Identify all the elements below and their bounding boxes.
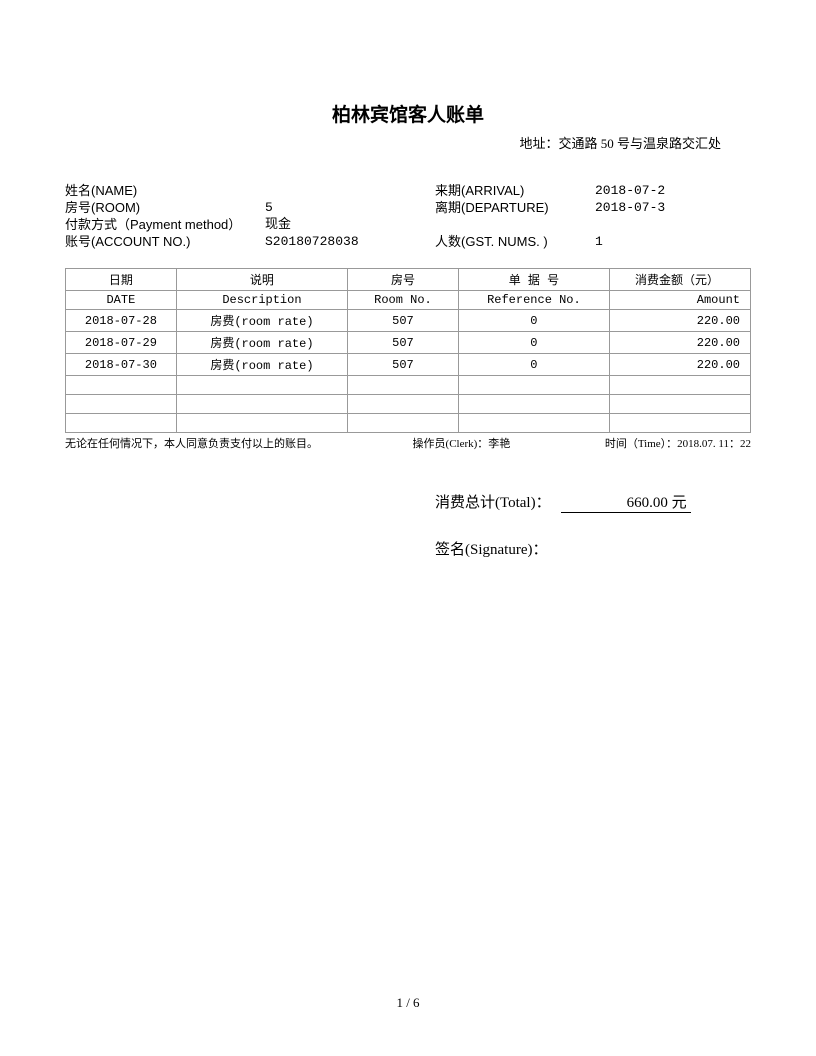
bill-table: 日期 说明 房号 单 据 号 消费金额（元） DATE Description … [65, 268, 751, 433]
cell-ref: 0 [458, 310, 609, 332]
guests-label: 人数(GST. NUMS. ) [435, 233, 595, 250]
cell-desc: 房费(room rate) [176, 332, 347, 354]
cell-room: 507 [348, 354, 459, 376]
th-room-en: Room No. [348, 291, 459, 310]
th-amt-cn: 消费金额（元） [609, 269, 750, 291]
payment-value: 现金 [265, 216, 435, 233]
table-row-empty [66, 376, 751, 395]
guest-info-block: 姓名(NAME) 来期(ARRIVAL) 2018-07-2 房号(ROOM) … [65, 182, 751, 250]
cell-amt: 220.00 [609, 354, 750, 376]
name-value [265, 182, 435, 199]
room-value: 5 [265, 199, 435, 216]
payment-label: 付款方式（Payment method） [65, 216, 265, 233]
table-row: 2018-07-29房费(room rate)5070220.00 [66, 332, 751, 354]
clerk-text: 操作员(Clerk)：李艳 [413, 435, 511, 451]
th-amt-en: Amount [609, 291, 750, 310]
th-date-en: DATE [66, 291, 177, 310]
cell-amt: 220.00 [609, 310, 750, 332]
cell-ref: 0 [458, 332, 609, 354]
empty-label [435, 216, 595, 233]
table-row: 2018-07-28房费(room rate)5070220.00 [66, 310, 751, 332]
th-desc-cn: 说明 [176, 269, 347, 291]
table-row-empty [66, 414, 751, 433]
page-number: 1 / 6 [0, 995, 816, 1011]
document-title: 柏林宾馆客人账单 [65, 100, 751, 127]
consent-text: 无论在任何情况下，本人同意负责支付以上的账目。 [65, 435, 318, 451]
total-label: 消费总计(Total)： [435, 491, 551, 512]
cell-date: 2018-07-30 [66, 354, 177, 376]
table-row: 2018-07-30房费(room rate)5070220.00 [66, 354, 751, 376]
page-container: 柏林宾馆客人账单 地址：交通路 50 号与温泉路交汇处 姓名(NAME) 来期(… [0, 0, 816, 559]
th-ref-cn: 单 据 号 [458, 269, 609, 291]
th-ref-en: Reference No. [458, 291, 609, 310]
cell-desc: 房费(room rate) [176, 310, 347, 332]
table-row-empty [66, 395, 751, 414]
time-text: 时间（Time）：2018.07. 11：22 [605, 435, 751, 451]
th-desc-en: Description [176, 291, 347, 310]
under-table-line: 无论在任何情况下，本人同意负责支付以上的账目。 操作员(Clerk)：李艳 时间… [65, 435, 751, 451]
th-date-cn: 日期 [66, 269, 177, 291]
table-header-en: DATE Description Room No. Reference No. … [66, 291, 751, 310]
cell-room: 507 [348, 310, 459, 332]
arrival-value: 2018-07-2 [595, 182, 665, 199]
room-label: 房号(ROOM) [65, 199, 265, 216]
totals-block: 消费总计(Total)： 660.00 元 签名(Signature)： [65, 491, 751, 559]
account-value: S20180728038 [265, 233, 435, 250]
cell-desc: 房费(room rate) [176, 354, 347, 376]
name-label: 姓名(NAME) [65, 182, 265, 199]
cell-room: 507 [348, 332, 459, 354]
total-value: 660.00 元 [561, 491, 691, 513]
departure-value: 2018-07-3 [595, 199, 665, 216]
table-header-cn: 日期 说明 房号 单 据 号 消费金额（元） [66, 269, 751, 291]
cell-date: 2018-07-28 [66, 310, 177, 332]
departure-label: 离期(DEPARTURE) [435, 199, 595, 216]
cell-amt: 220.00 [609, 332, 750, 354]
account-label: 账号(ACCOUNT NO.) [65, 233, 265, 250]
guests-value: 1 [595, 233, 603, 250]
hotel-address: 地址：交通路 50 号与温泉路交汇处 [65, 133, 751, 152]
cell-ref: 0 [458, 354, 609, 376]
arrival-label: 来期(ARRIVAL) [435, 182, 595, 199]
signature-label: 签名(Signature)： [435, 538, 751, 559]
th-room-cn: 房号 [348, 269, 459, 291]
cell-date: 2018-07-29 [66, 332, 177, 354]
